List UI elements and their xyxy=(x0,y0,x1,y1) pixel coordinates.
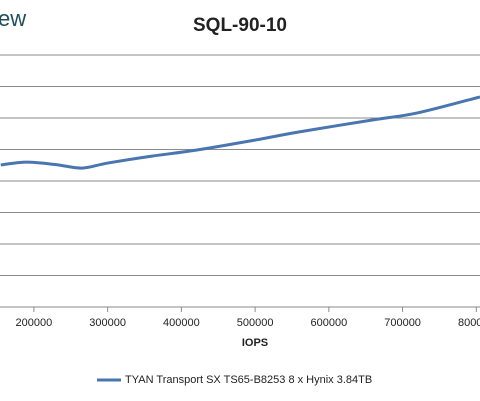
x-tick-label: 800000 xyxy=(458,317,480,329)
x-tick-label: 600000 xyxy=(310,317,347,329)
legend-label: TYAN Transport SX TS65-B8253 8 x Hynix 3… xyxy=(125,374,372,386)
data-line xyxy=(0,95,480,170)
x-tick-label: 500000 xyxy=(237,317,274,329)
x-axis-title: IOPS xyxy=(242,337,268,349)
x-tick-label: 200000 xyxy=(16,317,53,329)
x-tick-label: 700000 xyxy=(384,317,421,329)
logo: ew xyxy=(0,6,26,31)
x-tick-label: 300000 xyxy=(89,317,126,329)
chart-title: SQL-90-10 xyxy=(193,15,287,36)
x-tick-label: 400000 xyxy=(163,317,200,329)
